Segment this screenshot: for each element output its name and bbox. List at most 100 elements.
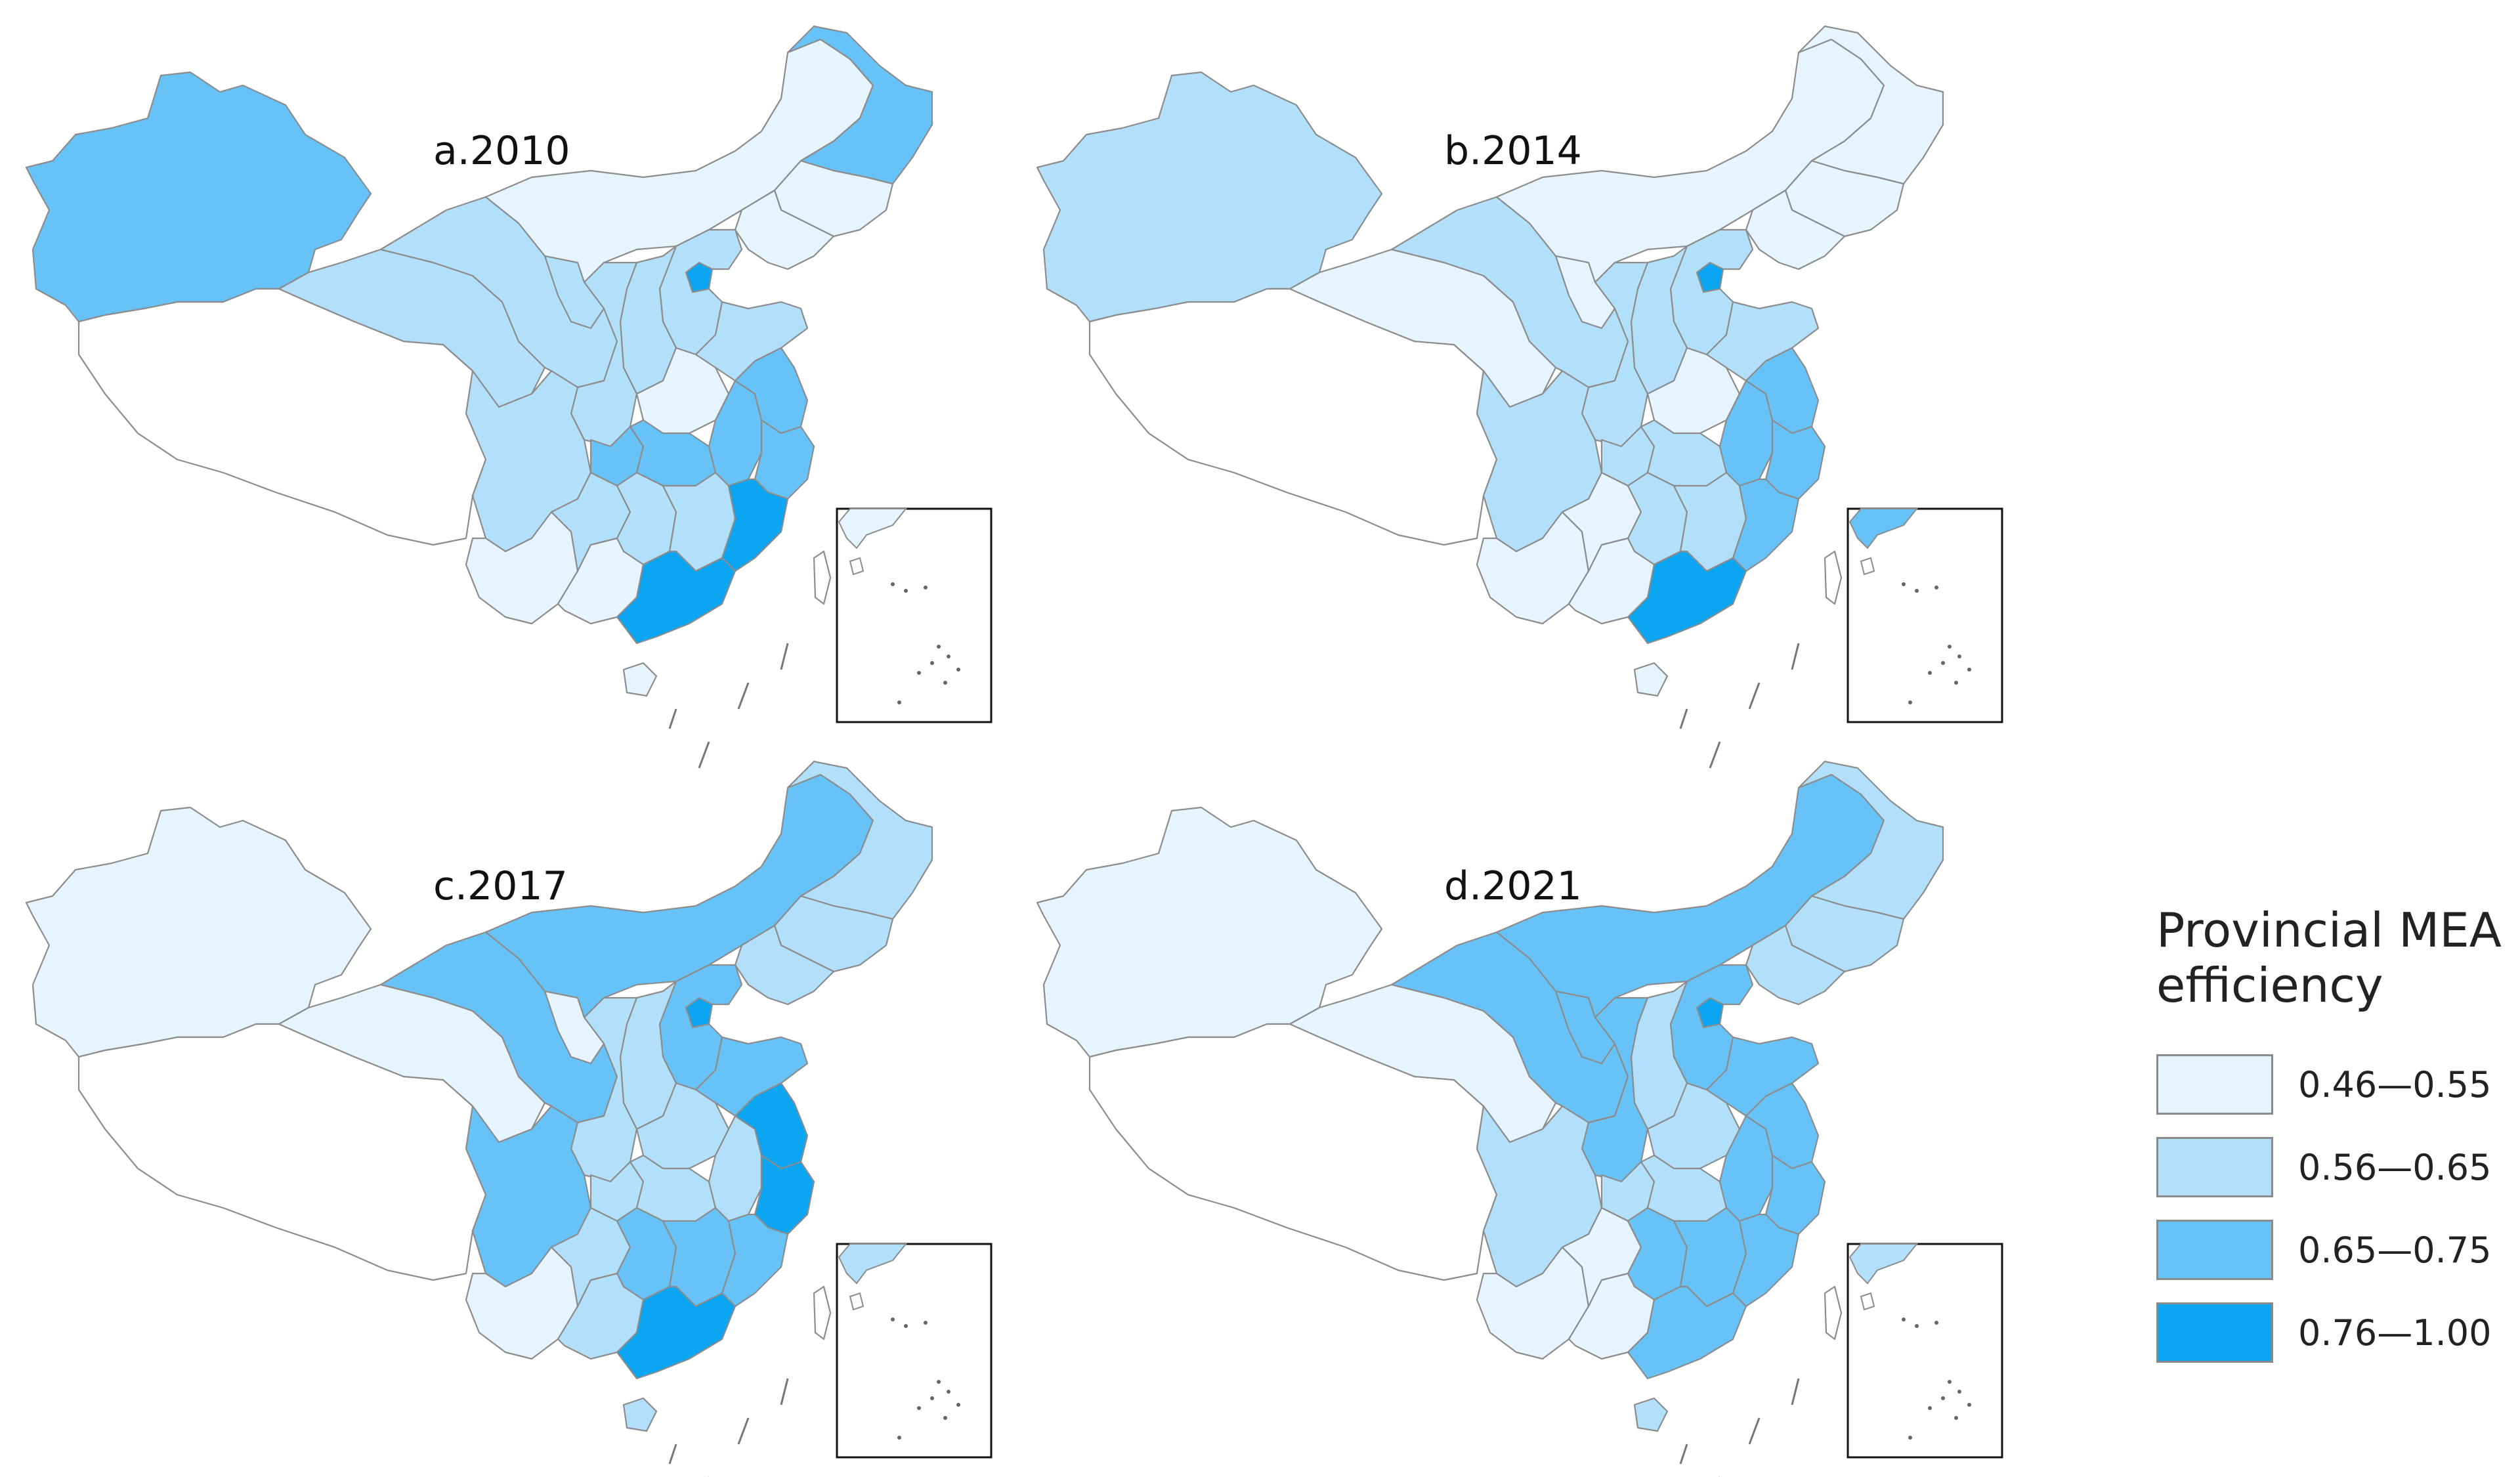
inset-coast [838,508,908,549]
boundary-dash [668,708,677,729]
boundary-dash [1709,741,1721,769]
inset-islet [1902,1317,1906,1321]
inset-island [849,1292,865,1311]
inset-islet [897,1436,901,1440]
south-china-sea-inset [836,1243,993,1459]
inset-islet [1957,654,1961,658]
province-liaoning [734,924,835,1006]
boundary-dash [1679,708,1688,729]
inset-islet [917,1406,921,1410]
inset-islet [1902,582,1906,586]
province-liaoning [1745,189,1846,270]
province-jiangsu [1745,1082,1820,1170]
inset-island [1860,557,1875,576]
inset-islet [943,1416,947,1420]
province-jiangsu [1745,347,1820,435]
legend-item: 0.76—1.00 [2156,1300,2511,1365]
legend-swatch [2156,1302,2273,1363]
province-fujian [721,1213,789,1308]
province-hainan [622,662,658,697]
inset-islet [1934,586,1938,589]
boundary-dash [737,1417,750,1445]
province-guangdong [1627,1285,1747,1380]
inset-islet [1934,1321,1938,1325]
inset-islet [956,668,960,672]
inset-islet [937,1380,941,1384]
legend-label: 0.65—0.75 [2298,1229,2492,1271]
inset-islet [1967,668,1971,672]
inset-islet [904,1324,908,1328]
boundary-dash [1748,682,1761,710]
legend-title: Provincial MEA efficiency [2156,903,2511,1013]
province-fujian [1732,478,1800,572]
inset-islet [924,586,928,589]
province-shandong [694,1036,809,1117]
legend-label: 0.56—0.65 [2298,1146,2492,1188]
inset-islet [937,645,941,649]
inset-islet [904,589,908,593]
province-guangdong [616,550,737,645]
province-hainan [622,1397,658,1432]
inset-islet [891,1317,895,1321]
legend-title-line2: efficiency [2156,958,2383,1013]
inset-frame [836,1243,993,1459]
province-ningxia [1554,990,1616,1065]
legend-title-line1: Provincial MEA [2156,903,2502,958]
province-xinjiang [25,71,372,323]
province-hainan [1633,1397,1669,1432]
province-liaoning [734,189,835,270]
inset-islet [924,1321,928,1325]
inset-islet [1928,671,1932,675]
inset-islet [891,582,895,586]
boundary-dash [737,682,750,710]
inset-islet [1967,1403,1971,1407]
inset-island [849,557,865,576]
inset-islet [1954,1416,1958,1420]
inset-islet [1915,589,1919,593]
inset-islet [930,1396,934,1400]
inset-islet [1908,1436,1912,1440]
panel-title: d.2021 [1444,863,1582,909]
legend-swatch [2156,1137,2273,1197]
province-jiangsu [734,347,809,435]
inset-islet [1954,681,1958,685]
south-china-sea-inset [1847,507,2003,723]
province-guangdong [616,1285,737,1380]
inset-coast [1848,508,1919,549]
inset-islet [1915,1324,1919,1328]
boundary-dash [668,1444,677,1465]
inset-islet [1948,1380,1952,1384]
province-ningxia [544,990,605,1065]
inset-islet [1948,645,1952,649]
south-china-sea-inset [1847,1243,2003,1459]
inset-islet [943,681,947,685]
legend-item: 0.56—0.65 [2156,1135,2511,1199]
inset-islet [1928,1406,1932,1410]
province-hainan [1633,662,1669,697]
panel-title: c.2017 [433,863,568,909]
panel-title: a.2010 [433,128,570,174]
legend-label: 0.76—1.00 [2298,1312,2492,1354]
province-xinjiang [1036,71,1383,323]
inset-coast [838,1243,908,1285]
province-shandong [1705,301,1820,382]
inset-coast [1848,1243,1919,1285]
map-panel-3: c.2017 [25,760,993,1477]
province-shandong [1705,1036,1820,1117]
inset-islet [956,1403,960,1407]
map-panel-2: b.2014 [1036,25,2003,769]
legend-item: 0.46—0.55 [2156,1052,2511,1117]
legend-item: 0.65—0.75 [2156,1218,2511,1282]
boundary-dash [698,741,710,769]
panel-title: b.2014 [1444,128,1582,174]
province-xinjiang [25,806,372,1058]
inset-islet [947,654,950,658]
province-shandong [694,301,809,382]
province-xinjiang [1036,806,1383,1058]
legend: Provincial MEA efficiency 0.46—0.55 0.56… [2156,903,2511,1428]
legend-swatch [2156,1054,2273,1115]
map-panel-1: a.2010 [25,25,993,769]
province-jiangsu [734,1082,809,1170]
province-ningxia [1554,255,1616,330]
